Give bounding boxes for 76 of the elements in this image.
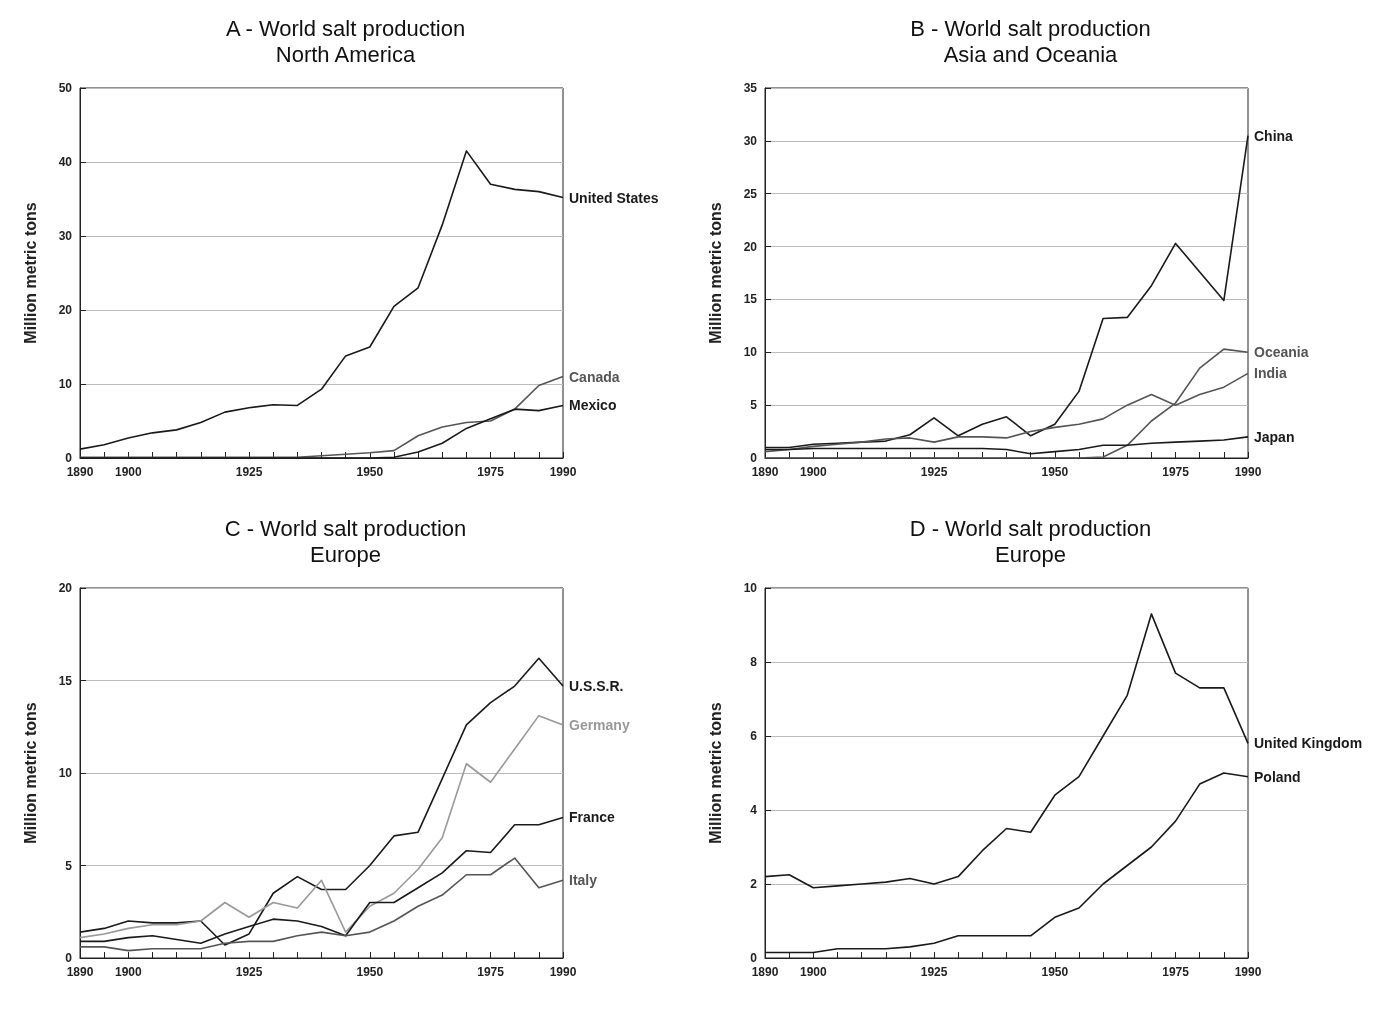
- y-tick-label: 10: [58, 377, 73, 391]
- y-tick-label: 20: [58, 581, 73, 595]
- y-tick-label: 10: [58, 766, 73, 780]
- line-series: [79, 857, 564, 952]
- y-tick-label: 10: [743, 345, 758, 360]
- x-tick-label: 1890: [66, 465, 94, 479]
- x-tick-label: 1950: [1041, 965, 1069, 979]
- y-tick-label: 0: [750, 451, 758, 465]
- series-label: Oceania: [1254, 344, 1309, 361]
- chart-subtitle: Asia and Oceania: [943, 41, 1119, 67]
- y-tick-label: 30: [743, 133, 758, 148]
- x-tick-label: 1900: [114, 965, 142, 979]
- y-tick-label: 20: [58, 303, 73, 317]
- x-tick-label: 1900: [799, 465, 827, 479]
- x-tick-label: 1990: [1234, 465, 1262, 479]
- y-axis-title: Million metric tons: [21, 702, 39, 844]
- y-tick-label: 0: [65, 951, 73, 965]
- x-tick-label: 1990: [549, 465, 577, 479]
- y-tick-label: 40: [58, 155, 73, 169]
- chart-title: C - World salt production: [224, 515, 467, 541]
- series-label: Italy: [569, 872, 598, 889]
- x-tick-label: 1990: [1234, 965, 1262, 979]
- y-axis-title: Million metric tons: [706, 202, 724, 344]
- series-label: United Kingdom: [1254, 735, 1363, 752]
- series-label: United States: [569, 189, 659, 206]
- x-tick-label: 1890: [66, 965, 94, 979]
- chart-title: D - World salt production: [909, 515, 1152, 541]
- x-tick-label: 1975: [477, 465, 505, 479]
- x-tick-label: 1925: [235, 465, 263, 479]
- y-tick-label: 25: [743, 186, 758, 201]
- series-label: France: [569, 809, 616, 826]
- y-tick-label: 15: [58, 673, 73, 688]
- x-tick-label: 1890: [751, 465, 779, 479]
- x-tick-label: 1925: [920, 965, 948, 979]
- series-label: India: [1254, 365, 1287, 382]
- chart-title: A - World salt production: [225, 15, 466, 41]
- y-axis-title: Million metric tons: [21, 202, 39, 344]
- y-tick-label: 20: [743, 239, 758, 254]
- x-tick-label: 1975: [477, 965, 505, 979]
- y-tick-label: 50: [58, 81, 73, 95]
- y-axis-title: Million metric tons: [706, 702, 724, 844]
- x-tick-label: 1900: [799, 965, 827, 979]
- y-tick-label: 10: [743, 581, 758, 595]
- y-tick-label: 4: [750, 803, 758, 817]
- series-label: U.S.S.R.: [569, 678, 624, 695]
- x-tick-label: 1925: [235, 965, 263, 979]
- y-tick-label: 5: [750, 398, 758, 413]
- chart-subtitle: Europe: [310, 541, 381, 567]
- series-label: Mexico: [569, 397, 617, 414]
- series-label: China: [1254, 127, 1294, 144]
- x-tick-label: 1950: [356, 465, 384, 479]
- series-label: Japan: [1254, 428, 1295, 445]
- x-tick-label: 1900: [114, 465, 142, 479]
- line-series: [79, 714, 564, 939]
- y-tick-label: 5: [65, 858, 73, 873]
- chart-subtitle: Europe: [995, 541, 1066, 567]
- x-tick-label: 1975: [1162, 965, 1190, 979]
- x-tick-label: 1890: [751, 965, 779, 979]
- y-tick-label: 30: [58, 229, 73, 243]
- chart-title: B - World salt production: [910, 15, 1151, 41]
- x-tick-label: 1990: [549, 965, 577, 979]
- x-tick-label: 1950: [1041, 465, 1069, 479]
- x-tick-label: 1950: [356, 965, 384, 979]
- y-tick-label: 8: [750, 655, 758, 669]
- y-tick-label: 35: [743, 81, 758, 95]
- y-tick-label: 6: [750, 729, 758, 743]
- series-label: Canada: [569, 368, 620, 385]
- y-tick-label: 0: [65, 451, 73, 465]
- y-tick-label: 0: [750, 951, 758, 965]
- series-label: Germany: [569, 716, 630, 733]
- series-label: Poland: [1254, 768, 1301, 785]
- x-tick-label: 1975: [1162, 465, 1190, 479]
- x-tick-label: 1925: [920, 465, 948, 479]
- y-tick-label: 15: [743, 292, 758, 307]
- y-tick-label: 2: [750, 877, 758, 891]
- chart-subtitle: North America: [275, 41, 416, 67]
